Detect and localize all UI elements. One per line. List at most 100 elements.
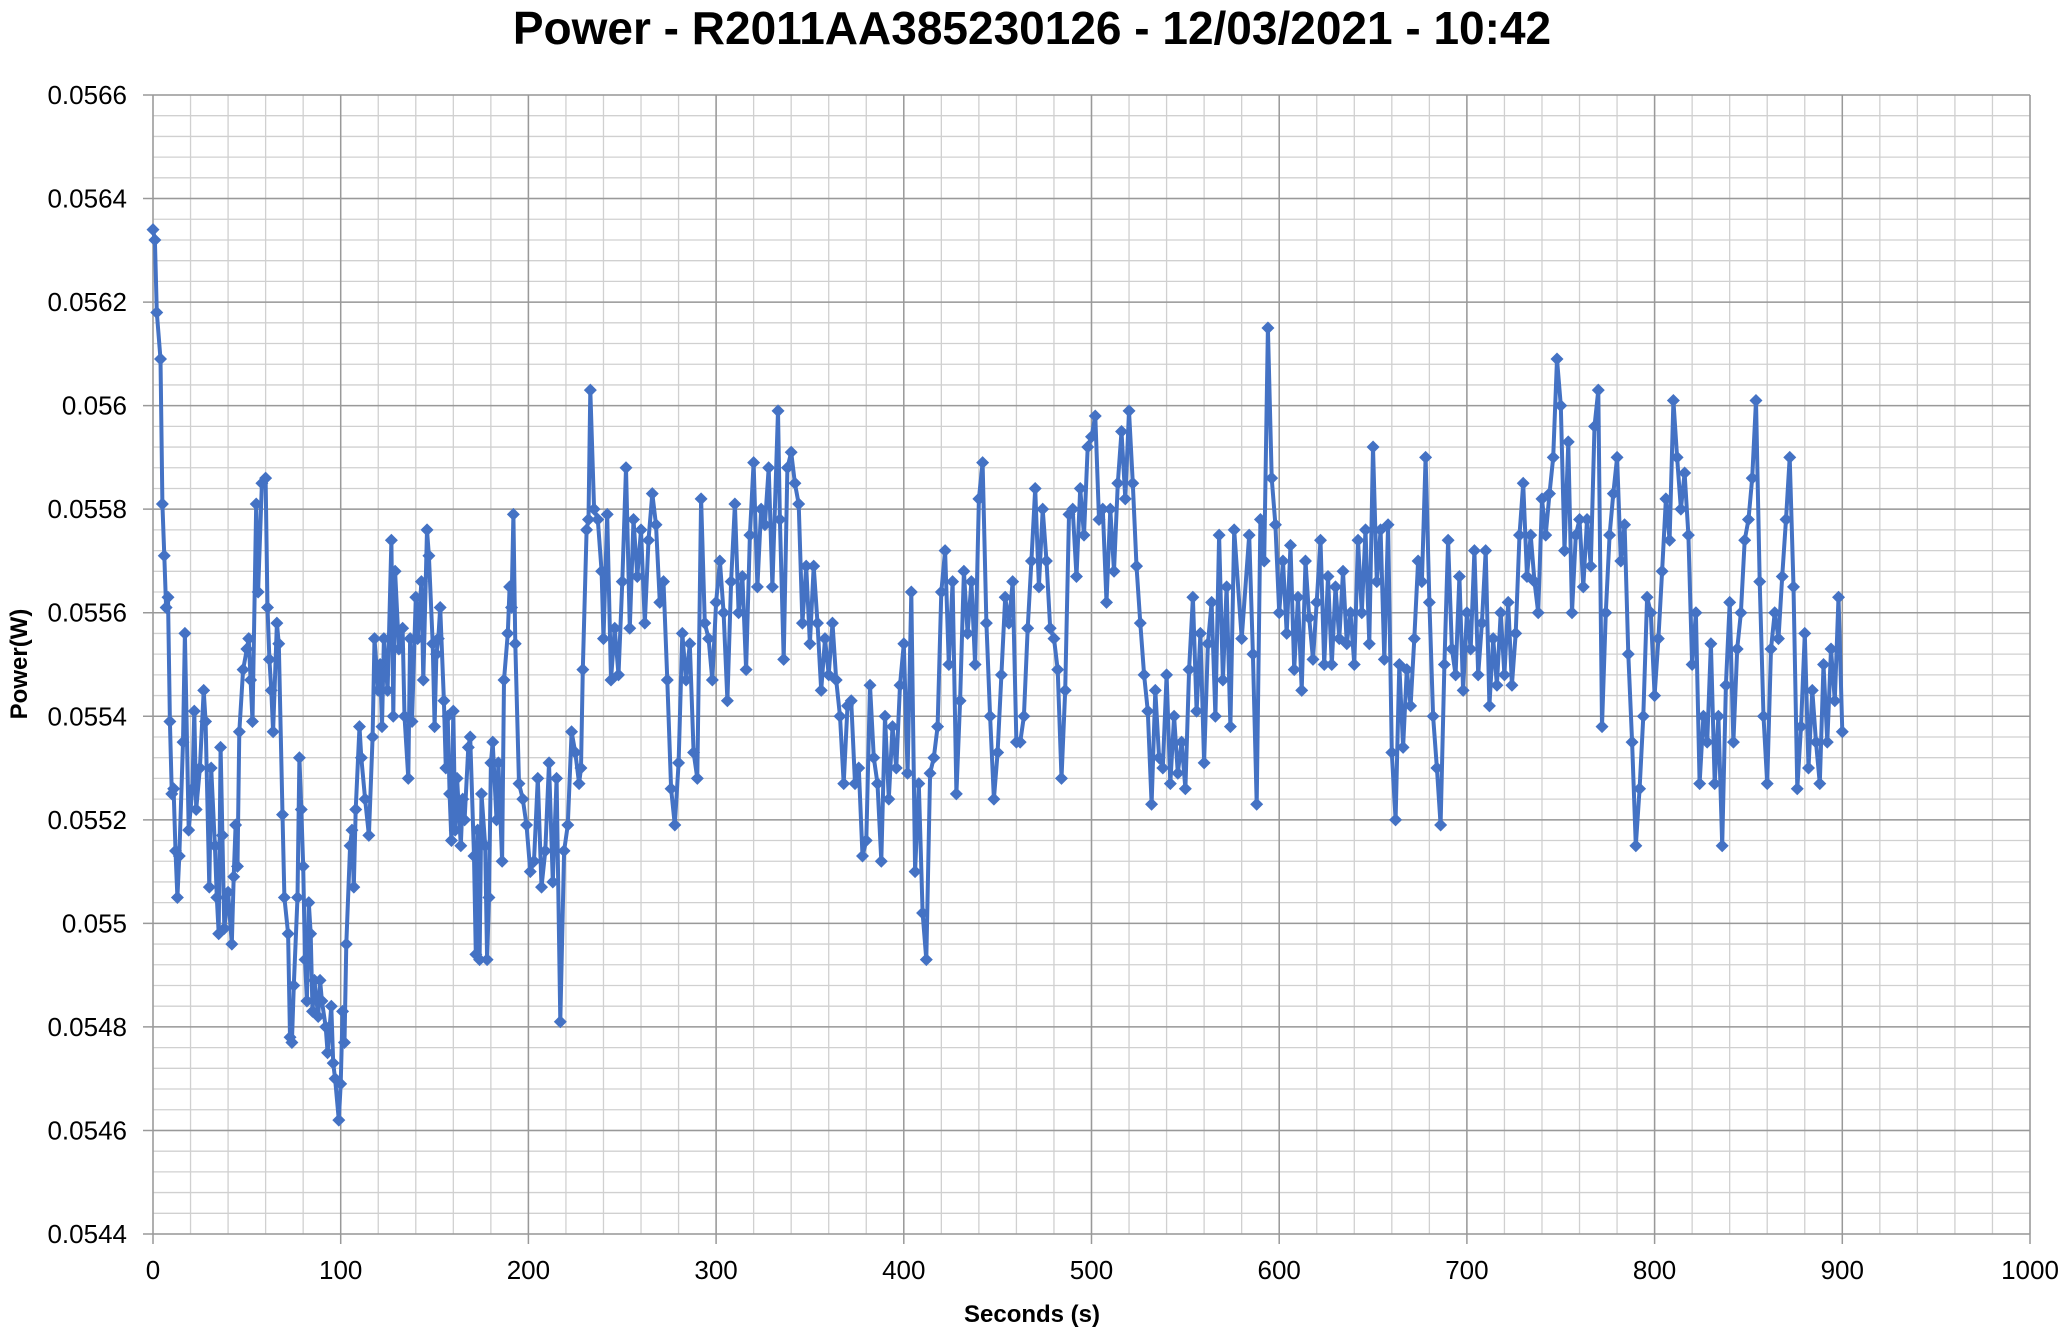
data-point-marker xyxy=(1193,626,1207,640)
data-point-marker xyxy=(807,559,821,573)
data-point-marker xyxy=(619,461,633,475)
data-point-marker xyxy=(159,601,173,615)
data-point-marker xyxy=(272,637,286,651)
data-point-marker xyxy=(1419,450,1433,464)
data-point-marker xyxy=(1790,782,1804,796)
data-point-marker xyxy=(1561,435,1575,449)
data-point-marker xyxy=(172,849,186,863)
data-point-marker xyxy=(285,1035,299,1049)
data-point-marker xyxy=(197,683,211,697)
data-point-marker xyxy=(550,771,564,785)
data-point-marker xyxy=(1550,352,1564,366)
data-point-marker xyxy=(1242,528,1256,542)
data-point-marker xyxy=(645,487,659,501)
data-point-marker xyxy=(1569,528,1583,542)
data-point-marker xyxy=(565,725,579,739)
data-point-marker xyxy=(431,632,445,646)
data-point-marker xyxy=(660,673,674,687)
data-point-marker xyxy=(439,761,453,775)
data-point-marker xyxy=(1475,616,1489,630)
data-point-marker xyxy=(1437,658,1451,671)
data-point-marker xyxy=(416,673,430,687)
data-point-marker xyxy=(1603,528,1617,542)
data-point-marker xyxy=(927,751,941,765)
data-point-marker xyxy=(1749,393,1763,407)
data-point-marker xyxy=(1287,663,1301,677)
data-point-marker xyxy=(1711,709,1725,723)
data-point-marker xyxy=(1058,683,1072,697)
data-point-marker xyxy=(429,647,443,661)
x-tick-label: 100 xyxy=(319,1255,362,1285)
data-point-marker xyxy=(523,865,537,879)
data-point-marker xyxy=(561,818,575,832)
data-point-marker xyxy=(1426,709,1440,723)
data-point-marker xyxy=(1771,632,1785,646)
data-point-marker xyxy=(1542,487,1556,501)
data-point-marker xyxy=(1580,513,1594,527)
data-point-marker xyxy=(1122,404,1136,418)
data-point-marker xyxy=(332,1113,346,1127)
data-point-marker xyxy=(771,404,785,418)
data-point-marker xyxy=(321,1046,335,1060)
data-point-marker xyxy=(463,730,477,744)
data-point-marker xyxy=(291,890,305,904)
data-point-marker xyxy=(1828,694,1842,708)
data-point-marker xyxy=(366,730,380,744)
data-point-marker xyxy=(1178,782,1192,796)
data-point-marker xyxy=(553,1015,567,1029)
data-point-marker xyxy=(961,626,975,640)
data-point-marker xyxy=(371,683,385,697)
data-point-marker xyxy=(215,828,229,842)
data-point-marker xyxy=(1370,575,1384,589)
data-point-marker xyxy=(262,652,276,666)
x-tick-label: 900 xyxy=(1821,1255,1864,1285)
data-point-marker xyxy=(1336,564,1350,578)
data-point-marker xyxy=(1039,554,1053,568)
data-point-marker xyxy=(1396,740,1410,754)
data-point-marker xyxy=(244,673,258,687)
data-point-marker xyxy=(837,777,851,791)
data-point-marker xyxy=(1291,590,1305,604)
data-point-marker xyxy=(1002,616,1016,630)
data-point-marker xyxy=(972,492,986,506)
data-point-marker xyxy=(668,818,682,832)
data-point-marker xyxy=(623,621,637,635)
data-point-marker xyxy=(300,994,314,1008)
data-point-marker xyxy=(1467,544,1481,558)
data-point-marker xyxy=(901,766,915,780)
data-point-marker xyxy=(1216,673,1230,687)
data-point-marker xyxy=(1047,632,1061,646)
data-point-marker xyxy=(998,590,1012,604)
data-point-marker xyxy=(739,663,753,677)
chart-title: Power - R2011AA385230126 - 12/03/2021 - … xyxy=(513,2,1551,54)
data-point-marker xyxy=(148,233,162,247)
data-point-marker xyxy=(461,740,475,754)
data-point-marker xyxy=(204,761,218,775)
data-point-marker xyxy=(1610,450,1624,464)
data-point-marker xyxy=(527,854,541,868)
data-point-marker xyxy=(1693,777,1707,791)
data-point-marker xyxy=(396,621,410,635)
data-point-marker xyxy=(1092,513,1106,527)
data-point-marker xyxy=(1588,419,1602,433)
data-point-marker xyxy=(735,569,749,583)
data-point-marker xyxy=(1201,637,1215,651)
data-point-marker xyxy=(1651,632,1665,646)
data-point-marker xyxy=(1235,632,1249,646)
data-point-marker xyxy=(484,756,498,770)
data-point-marker xyxy=(1775,569,1789,583)
data-point-marker xyxy=(1126,476,1140,490)
data-point-marker xyxy=(199,714,213,728)
data-point-marker xyxy=(1832,590,1846,604)
data-point-marker xyxy=(595,564,609,578)
data-point-marker xyxy=(1464,642,1478,656)
data-point-marker xyxy=(1359,523,1373,537)
data-point-marker xyxy=(1024,554,1038,568)
data-point-marker xyxy=(1329,580,1343,594)
x-tick-label: 1000 xyxy=(2001,1255,2059,1285)
data-point-marker xyxy=(1595,720,1609,734)
data-point-marker xyxy=(454,839,468,853)
data-point-marker xyxy=(576,663,590,677)
data-point-marker xyxy=(788,476,802,490)
data-point-marker xyxy=(600,507,614,521)
